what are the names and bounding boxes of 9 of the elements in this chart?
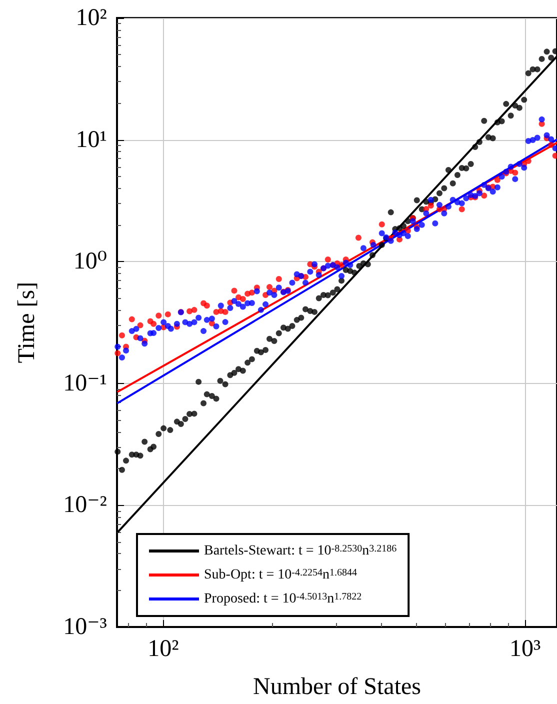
y-tick-label: 10⁰ <box>73 248 107 275</box>
x-axis-title: Number of States <box>253 674 421 700</box>
y-tick-label: 10¹ <box>76 126 107 153</box>
y-tick-label: 10⁻³ <box>63 614 107 640</box>
y-tick-label: 10² <box>76 5 107 31</box>
y-tick-label: 10⁻² <box>63 492 107 518</box>
x-tick-label: 10³ <box>510 636 541 662</box>
y-tick-label: 10⁻¹ <box>63 370 107 396</box>
y-axis-title: Time [s] <box>14 282 40 364</box>
